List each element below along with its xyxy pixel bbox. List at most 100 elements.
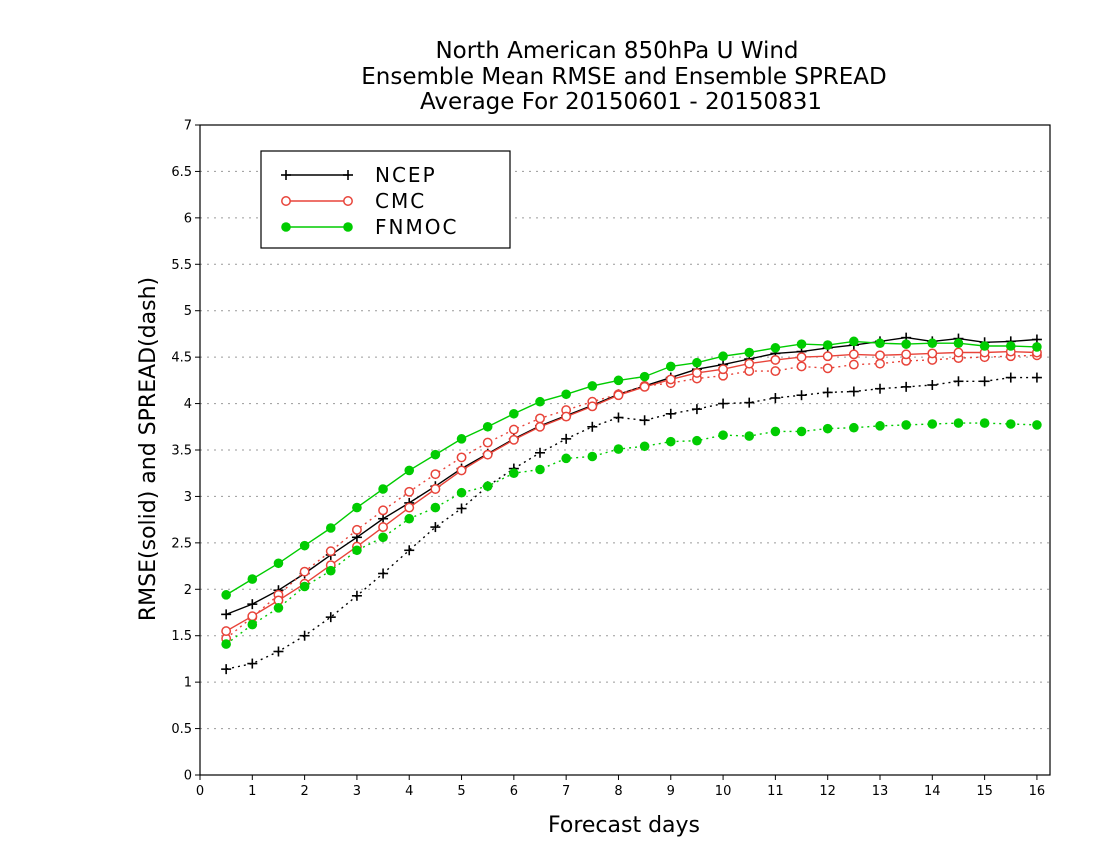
fnmoc-rmse-point — [247, 574, 258, 584]
fnmoc-spread-point — [404, 513, 415, 524]
ncep-spread-point — [875, 383, 885, 394]
cmc-spread-point — [482, 437, 493, 448]
fnmoc-rmse-point — [273, 558, 284, 569]
cmc-spread-point — [404, 486, 415, 497]
fnmoc-spread-point — [927, 419, 938, 429]
fnmoc-rmse-point — [482, 421, 493, 432]
y-tick-label-1: 0.5 — [171, 722, 192, 737]
cmc-rmse-point — [221, 626, 232, 637]
ncep-spread-point — [796, 390, 807, 401]
ncep-rmse-point — [378, 513, 389, 524]
cmc-spread-point — [351, 524, 362, 535]
ncep-spread-point — [456, 503, 467, 514]
y-tick-label-3: 1.5 — [171, 629, 192, 644]
ncep-spread-point — [247, 658, 258, 669]
title-line-1: North American 850hPa U Wind — [435, 38, 798, 64]
cmc-rmse-point — [875, 350, 885, 361]
cmc-spread-point — [770, 366, 781, 377]
x-tick-label-12: 12 — [819, 784, 836, 799]
fnmoc-rmse-point — [979, 341, 990, 351]
fnmoc-spread-point — [953, 418, 964, 428]
x-tick-label-16: 16 — [1029, 784, 1046, 799]
fnmoc-spread-point — [509, 468, 519, 479]
fnmoc-rmse-point — [456, 434, 467, 444]
x-tick-label-15: 15 — [976, 784, 993, 799]
ncep-rmse-point — [221, 609, 232, 620]
ncep-spread-point — [613, 412, 624, 423]
ncep-rmse-series — [221, 332, 1042, 620]
fnmoc-spread-point — [849, 422, 859, 433]
fnmoc-spread-line — [225, 422, 1037, 645]
cmc-spread-point — [378, 505, 389, 516]
cmc-rmse-point — [613, 390, 624, 401]
fnmoc-rmse-point — [718, 351, 728, 362]
fnmoc-spread-point — [796, 426, 807, 437]
fnmoc-spread-point — [901, 420, 911, 430]
y-tick-label-10: 5 — [184, 304, 192, 319]
y-tick-label-5: 2.5 — [171, 536, 192, 551]
legend-label-fnmoc: FNMOC — [375, 215, 458, 239]
legend-marker-fnmoc — [281, 222, 291, 232]
fnmoc-spread-point — [221, 639, 231, 649]
ncep-spread-point — [430, 522, 441, 533]
y-tick-label-2: 1 — [184, 676, 192, 691]
title-line-2: Ensemble Mean RMSE and Ensemble SPREAD — [361, 64, 886, 90]
cmc-rmse-point — [535, 421, 545, 432]
fnmoc-spread-point — [1005, 419, 1016, 429]
cmc-spread-line — [225, 354, 1037, 640]
ncep-spread-point — [299, 630, 310, 641]
x-tick-label-5: 5 — [457, 784, 465, 799]
ncep-spread-point — [639, 415, 650, 426]
cmc-rmse-point — [378, 522, 389, 533]
legend-marker-cmc — [281, 196, 291, 206]
legend-label-ncep: NCEP — [375, 163, 437, 187]
x-tick-label-2: 2 — [300, 784, 308, 799]
y-tick-label-12: 6 — [184, 211, 192, 226]
y-tick-label-8: 4 — [184, 397, 192, 412]
y-tick-label-6: 3 — [184, 490, 192, 505]
ncep-spread-point — [587, 421, 598, 432]
fnmoc-spread-series — [221, 418, 1042, 649]
y-tick-label-7: 3.5 — [171, 444, 192, 459]
fnmoc-spread-point — [822, 423, 833, 434]
ncep-spread-point — [691, 404, 702, 415]
fnmoc-spread-point — [1032, 420, 1042, 430]
fnmoc-rmse-point — [378, 484, 388, 494]
x-tick-label-1: 1 — [248, 784, 256, 799]
ncep-spread-point — [901, 381, 912, 392]
legend-label-cmc: CMC — [375, 189, 426, 213]
cmc-rmse-point — [691, 367, 702, 378]
y-tick-label-11: 5.5 — [171, 258, 192, 273]
cmc-rmse-point — [744, 358, 755, 369]
ncep-spread-point — [770, 393, 781, 403]
x-tick-label-14: 14 — [924, 784, 941, 799]
ncep-spread-point — [535, 447, 545, 458]
fnmoc-spread-point — [456, 487, 467, 498]
cmc-rmse-point — [482, 449, 493, 460]
chart-title: North American 850hPa U Wind Ensemble Me… — [361, 38, 886, 115]
fnmoc-spread-point — [482, 481, 493, 492]
fnmoc-spread-point — [273, 603, 284, 613]
fnmoc-rmse-point — [744, 347, 755, 358]
fnmoc-rmse-point — [770, 343, 781, 353]
cmc-rmse-point — [508, 434, 519, 445]
fnmoc-rmse-point — [822, 340, 833, 350]
cmc-spread-point — [796, 361, 807, 372]
fnmoc-spread-point — [299, 581, 310, 592]
legend-marker-ncep — [281, 170, 291, 180]
fnmoc-rmse-point — [927, 338, 938, 349]
cmc-rmse-point — [456, 465, 467, 476]
fnmoc-rmse-point — [509, 408, 519, 419]
legend-box — [260, 150, 511, 249]
x-tick-label-3: 3 — [353, 784, 361, 799]
fnmoc-rmse-line — [225, 340, 1037, 596]
x-axis-title: Forecast days — [548, 813, 700, 838]
fnmoc-rmse-point — [953, 338, 964, 349]
fnmoc-rmse-point — [561, 389, 571, 400]
cmc-spread-point — [456, 452, 467, 463]
fnmoc-spread-point — [718, 430, 728, 440]
gridlines — [200, 170, 1050, 730]
ncep-spread-point — [979, 376, 990, 387]
cmc-rmse-point — [901, 349, 912, 360]
fnmoc-spread-point — [535, 464, 545, 475]
